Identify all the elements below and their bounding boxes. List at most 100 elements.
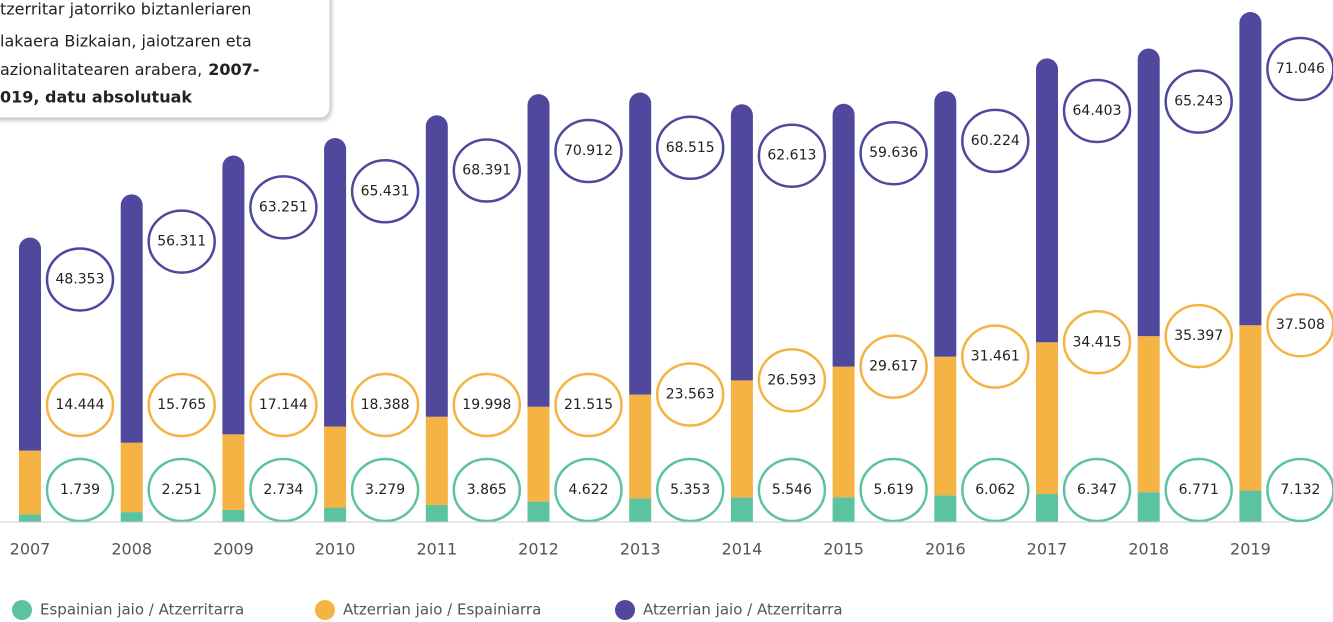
x-tick-label: 2017 — [1027, 540, 1068, 559]
bar-segment — [120, 442, 143, 513]
data-label: 14.444 — [56, 397, 105, 413]
bar-segment — [19, 514, 41, 522]
x-tick-label: 2014 — [722, 540, 763, 559]
data-label: 5.619 — [874, 482, 914, 498]
data-label: 65.243 — [1174, 94, 1223, 110]
label-bubble — [452, 457, 522, 523]
data-label: 5.546 — [772, 482, 812, 498]
label-bubble — [1266, 36, 1333, 102]
bar-segment — [832, 103, 855, 367]
bar-segment — [19, 237, 41, 451]
label-bubble — [1062, 457, 1132, 523]
data-label: 2.251 — [162, 482, 202, 498]
bar-segment — [222, 434, 245, 510]
data-label: 60.224 — [971, 133, 1020, 149]
x-tick-label: 2007 — [10, 540, 51, 559]
label-bubble — [554, 457, 623, 523]
chart-title: tzerritar jatorriko biztanleriaren — [0, 0, 251, 19]
x-tick-label: 2015 — [823, 540, 864, 559]
data-label: 3.279 — [365, 482, 405, 498]
label-bubble — [1266, 292, 1333, 358]
data-label: 31.461 — [971, 349, 1020, 365]
bar-segment — [425, 416, 448, 505]
bar-segment — [730, 497, 753, 522]
data-label: 6.347 — [1077, 482, 1117, 498]
legend-swatch — [615, 600, 635, 620]
label-bubble — [961, 324, 1030, 389]
label-bubble — [859, 334, 928, 399]
label-bubble — [961, 108, 1030, 174]
data-label: 29.617 — [869, 359, 918, 375]
label-bubble — [961, 457, 1030, 523]
bar-segment — [934, 356, 957, 496]
legend-label: Espainian jaio / Atzerritarra — [40, 601, 244, 619]
data-label: 59.636 — [869, 145, 918, 161]
bar-segment — [425, 504, 448, 522]
bar-segment — [425, 115, 448, 417]
bar-segment — [120, 194, 143, 443]
x-tick-label: 2018 — [1128, 540, 1169, 559]
label-bubble — [757, 123, 827, 188]
bar-segment — [730, 104, 753, 381]
label-bubble — [1062, 78, 1132, 144]
bar-segment — [527, 94, 550, 407]
data-label: 1.739 — [60, 482, 100, 498]
title-part: azionalitatearen arabera, — [0, 60, 202, 79]
data-label: 48.353 — [56, 271, 105, 287]
label-bubble — [1164, 457, 1233, 523]
data-label: 18.388 — [361, 397, 410, 413]
data-label: 19.998 — [462, 397, 511, 413]
bar-segment — [1036, 342, 1058, 495]
bar-segment — [1239, 12, 1262, 326]
label-bubble — [147, 457, 216, 523]
bar-segment — [324, 138, 347, 427]
bar-segment — [324, 507, 347, 522]
data-label: 26.593 — [767, 372, 816, 388]
label-bubble — [859, 120, 928, 186]
legend-swatch — [12, 600, 32, 620]
label-bubble — [45, 457, 115, 523]
bar-segment — [1137, 336, 1160, 493]
label-bubble — [655, 115, 725, 181]
x-tick-label: 2011 — [416, 540, 457, 559]
label-bubble — [45, 247, 115, 312]
data-label: 65.431 — [361, 183, 410, 199]
x-tick-label: 2008 — [111, 540, 152, 559]
title-part: 2007- — [208, 60, 259, 79]
label-bubble — [147, 209, 216, 274]
data-label: 23.563 — [666, 387, 715, 403]
label-bubble — [655, 457, 725, 523]
data-label: 17.144 — [259, 397, 308, 413]
label-bubble — [554, 372, 623, 438]
bar-segment — [222, 155, 245, 435]
bar-segment — [19, 450, 41, 515]
data-label: 15.765 — [157, 397, 206, 413]
data-label: 70.912 — [564, 143, 613, 159]
bar-segment — [222, 509, 245, 522]
x-tick-label: 2013 — [620, 540, 661, 559]
data-label: 4.622 — [568, 482, 608, 498]
bar-segment — [120, 512, 143, 522]
label-bubble — [249, 175, 318, 240]
label-bubble — [45, 372, 115, 438]
label-bubble — [1164, 303, 1233, 369]
label-bubble — [249, 372, 318, 438]
bar-segment — [1036, 58, 1058, 343]
data-label: 62.613 — [767, 148, 816, 164]
data-label: 2.734 — [263, 482, 303, 498]
label-bubble — [757, 457, 827, 523]
data-label: 5.353 — [670, 482, 710, 498]
data-label: 7.132 — [1280, 482, 1320, 498]
bar-segment — [527, 406, 550, 502]
label-bubble — [147, 372, 216, 438]
bar-segment — [934, 91, 957, 357]
data-label: 34.415 — [1073, 334, 1122, 350]
label-bubble — [249, 457, 318, 523]
legend-swatch — [315, 600, 335, 620]
data-label: 68.391 — [462, 163, 511, 179]
x-tick-label: 2010 — [315, 540, 356, 559]
bar-segment — [1239, 325, 1262, 491]
bar-segment — [1137, 48, 1160, 337]
bar-segment — [629, 394, 652, 499]
